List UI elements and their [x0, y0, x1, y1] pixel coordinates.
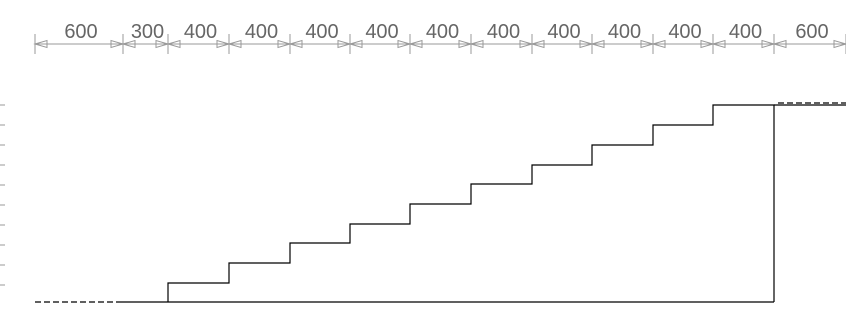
dimension-arrow: [166, 39, 181, 49]
dimension-arrow: [155, 39, 170, 49]
dimension-label: 300: [131, 21, 164, 43]
dimension-label: 400: [365, 21, 398, 43]
dimension-arrow: [469, 39, 484, 49]
dimension-arrow: [33, 39, 48, 49]
dimension-arrow: [519, 39, 534, 49]
stair-step-outline: [167, 104, 775, 302]
dimension-arrow: [579, 39, 594, 49]
dimension-arrow: [761, 39, 776, 49]
dimension-label: 400: [487, 21, 520, 43]
dimension-arrow: [458, 39, 473, 49]
dimension-arrow: [216, 39, 231, 49]
dimension-arrow: [110, 39, 125, 49]
dimension-arrow: [337, 39, 352, 49]
dimension-arrow: [700, 39, 715, 49]
dimension-arrow: [640, 39, 655, 49]
dimension-label: 400: [729, 21, 762, 43]
dimension-label: 400: [184, 21, 217, 43]
dimension-label: 400: [668, 21, 701, 43]
dimension-arrow: [530, 39, 545, 49]
dimension-arrow: [277, 39, 292, 49]
dimension-arrow: [288, 39, 303, 49]
dimension-arrow: [408, 39, 423, 49]
dimension-arrow: [121, 39, 136, 49]
dimension-label: 400: [547, 21, 580, 43]
dimension-label: 400: [245, 21, 278, 43]
dimension-arrow: [227, 39, 242, 49]
dimension-chain: 600 300 400 400 400 400 400 400 400 400 400 400 600: [33, 21, 846, 54]
dimension-arrow: [348, 39, 363, 49]
dimension-arrow: [833, 39, 846, 49]
dimension-label: 400: [426, 21, 459, 43]
left-tick-scale: [0, 104, 5, 286]
dimension-arrow: [590, 39, 605, 49]
dimension-arrow: [772, 39, 787, 49]
stair-profile: [35, 102, 846, 303]
dimension-label: 400: [305, 21, 338, 43]
dimension-arrow: [397, 39, 412, 49]
dimension-arrow: [651, 39, 666, 49]
dimension-label: 600: [64, 21, 97, 43]
dimension-arrow: [711, 39, 726, 49]
dimension-label: 400: [608, 21, 641, 43]
dimension-label: 600: [795, 21, 828, 43]
